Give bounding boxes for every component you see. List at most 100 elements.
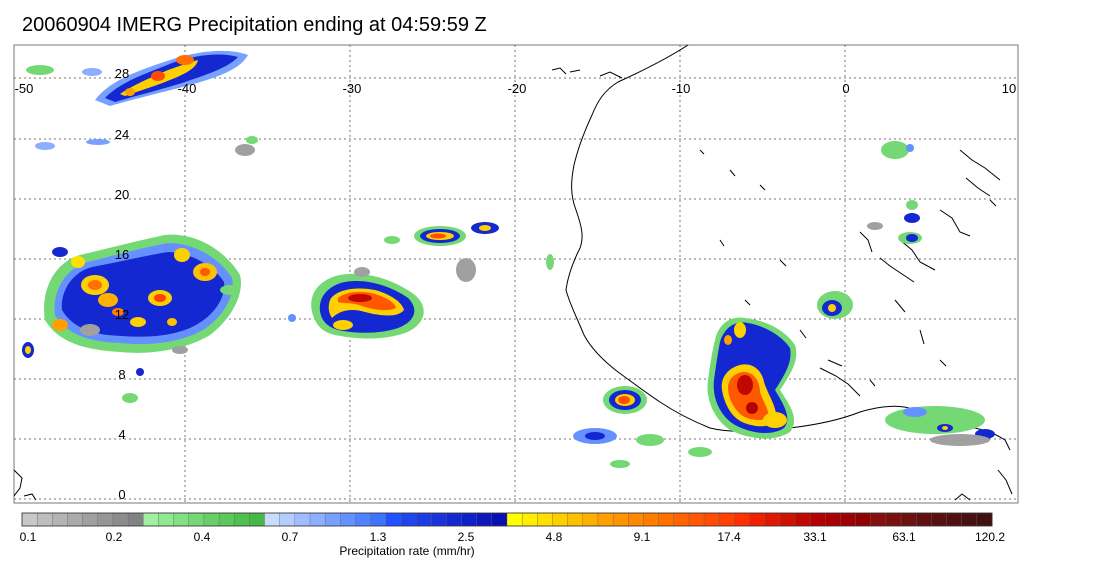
lon-label: 10 <box>1002 81 1016 96</box>
lon-label: -20 <box>508 81 527 96</box>
colorbar-cell <box>233 512 250 527</box>
colorbar-cell <box>916 512 932 527</box>
lat-label: 20 <box>115 187 129 202</box>
lon-label: 0 <box>842 81 849 96</box>
colorbar-cell <box>900 512 917 527</box>
lat-label: 24 <box>115 127 129 142</box>
colorbar-cell <box>537 512 553 527</box>
lon-label: -50 <box>15 81 34 96</box>
storm-central-atlantic <box>288 267 424 339</box>
colorbar-cell <box>82 512 99 527</box>
colorbar-cell <box>400 512 417 527</box>
storm-east-africa <box>867 141 995 446</box>
colorbar-tick-label: 17.4 <box>717 530 741 544</box>
colorbar-tick-label: 0.1 <box>20 530 37 544</box>
lat-label: 0 <box>118 487 125 502</box>
colorbar-cell <box>355 512 372 527</box>
colorbar-cell <box>703 512 720 527</box>
lat-label: 12 <box>115 307 129 322</box>
lon-label: -40 <box>178 81 197 96</box>
colorbar-cell <box>567 512 584 527</box>
colorbar-cell <box>855 512 872 527</box>
colorbar-cell <box>809 512 826 527</box>
colorbar-cell <box>491 512 508 527</box>
colorbar-cell <box>249 512 265 527</box>
colorbar-tick-label: 4.8 <box>546 530 563 544</box>
colorbar-cell <box>446 512 463 527</box>
storm-large-southeast <box>707 291 853 439</box>
storm-northwest <box>95 50 248 106</box>
map-title: 20060904 IMERG Precipitation ending at 0… <box>22 14 487 36</box>
colorbar-cell <box>67 512 84 527</box>
colorbar-cell <box>112 512 129 527</box>
colorbar-cell <box>476 512 493 527</box>
colorbar-cell <box>294 512 311 527</box>
colorbar-cell <box>597 512 614 527</box>
storm-coastal <box>573 386 712 468</box>
colorbar-cell <box>961 512 978 527</box>
colorbar-tick-label: 1.3 <box>370 530 387 544</box>
colorbar-cell <box>127 512 144 527</box>
colorbar-cell <box>885 512 902 527</box>
storm-small-north <box>384 222 554 282</box>
colorbar-tick-label: 0.4 <box>194 530 211 544</box>
colorbar-cell <box>521 512 538 527</box>
colorbar-cell <box>324 512 341 527</box>
colorbar-cell <box>461 512 478 527</box>
lat-label: 16 <box>115 247 129 262</box>
storm-west-atlantic <box>22 234 241 403</box>
colorbar-cell <box>97 512 114 527</box>
colorbar-cell <box>385 512 402 527</box>
colorbar-cell <box>203 512 220 527</box>
colorbar-cell <box>840 512 857 527</box>
longitude-labels: -50 -40 -30 -20 -10 0 10 <box>15 81 1017 96</box>
lat-label: 28 <box>115 66 129 81</box>
graticule <box>14 45 1018 503</box>
colorbar-cell <box>643 512 660 527</box>
colorbar-cell <box>143 512 159 527</box>
colorbar-tick-label: 9.1 <box>634 530 651 544</box>
lat-label: 8 <box>118 367 125 382</box>
colorbar-tick-label: 33.1 <box>803 530 827 544</box>
colorbar-cell <box>870 512 887 527</box>
latitude-labels: 28 24 20 16 12 8 4 0 <box>115 66 129 502</box>
colorbar-cell <box>931 512 948 527</box>
lon-label: -10 <box>672 81 691 96</box>
colorbar-tick-label: 63.1 <box>892 530 916 544</box>
colorbar-cell <box>764 512 781 527</box>
lat-label: 4 <box>118 427 125 442</box>
colorbar-cell <box>188 512 205 527</box>
colorbar-cell <box>628 512 644 527</box>
colorbar-tick-label: 2.5 <box>458 530 475 544</box>
colorbar-cell <box>734 512 751 527</box>
colorbar-cell <box>309 512 326 527</box>
precipitation-cells <box>22 50 995 468</box>
colorbar-tick-label: 0.7 <box>282 530 299 544</box>
coastline <box>14 45 1013 501</box>
colorbar-cell <box>552 512 569 527</box>
colorbar-frame <box>21 512 993 527</box>
colorbar-cell <box>779 512 796 527</box>
colorbar-cell <box>794 512 811 527</box>
colorbar-cell <box>370 512 387 527</box>
colorbar-cell <box>264 512 281 527</box>
colorbar-tick-labels: 0.1 0.2 0.4 0.7 1.3 2.5 4.8 9.1 17.4 33.… <box>20 530 1006 544</box>
colorbar-cells <box>21 512 993 527</box>
colorbar-cell <box>718 512 735 527</box>
colorbar-cell <box>688 512 705 527</box>
colorbar-cell <box>506 512 523 527</box>
colorbar-cell <box>673 512 690 527</box>
colorbar: 0.1 0.2 0.4 0.7 1.3 2.5 4.8 9.1 17.4 33.… <box>20 512 1006 558</box>
colorbar-cell <box>52 512 68 527</box>
colorbar-cell <box>21 512 38 527</box>
colorbar-cell <box>946 512 963 527</box>
scattered-light-rain-north <box>26 65 258 156</box>
colorbar-title: Precipitation rate (mm/hr) <box>339 544 474 558</box>
colorbar-cell <box>582 512 599 527</box>
lon-label: -30 <box>343 81 362 96</box>
colorbar-tick-label: 0.2 <box>106 530 123 544</box>
colorbar-cell <box>158 512 175 527</box>
colorbar-cell <box>976 512 993 527</box>
colorbar-cell <box>612 512 629 527</box>
